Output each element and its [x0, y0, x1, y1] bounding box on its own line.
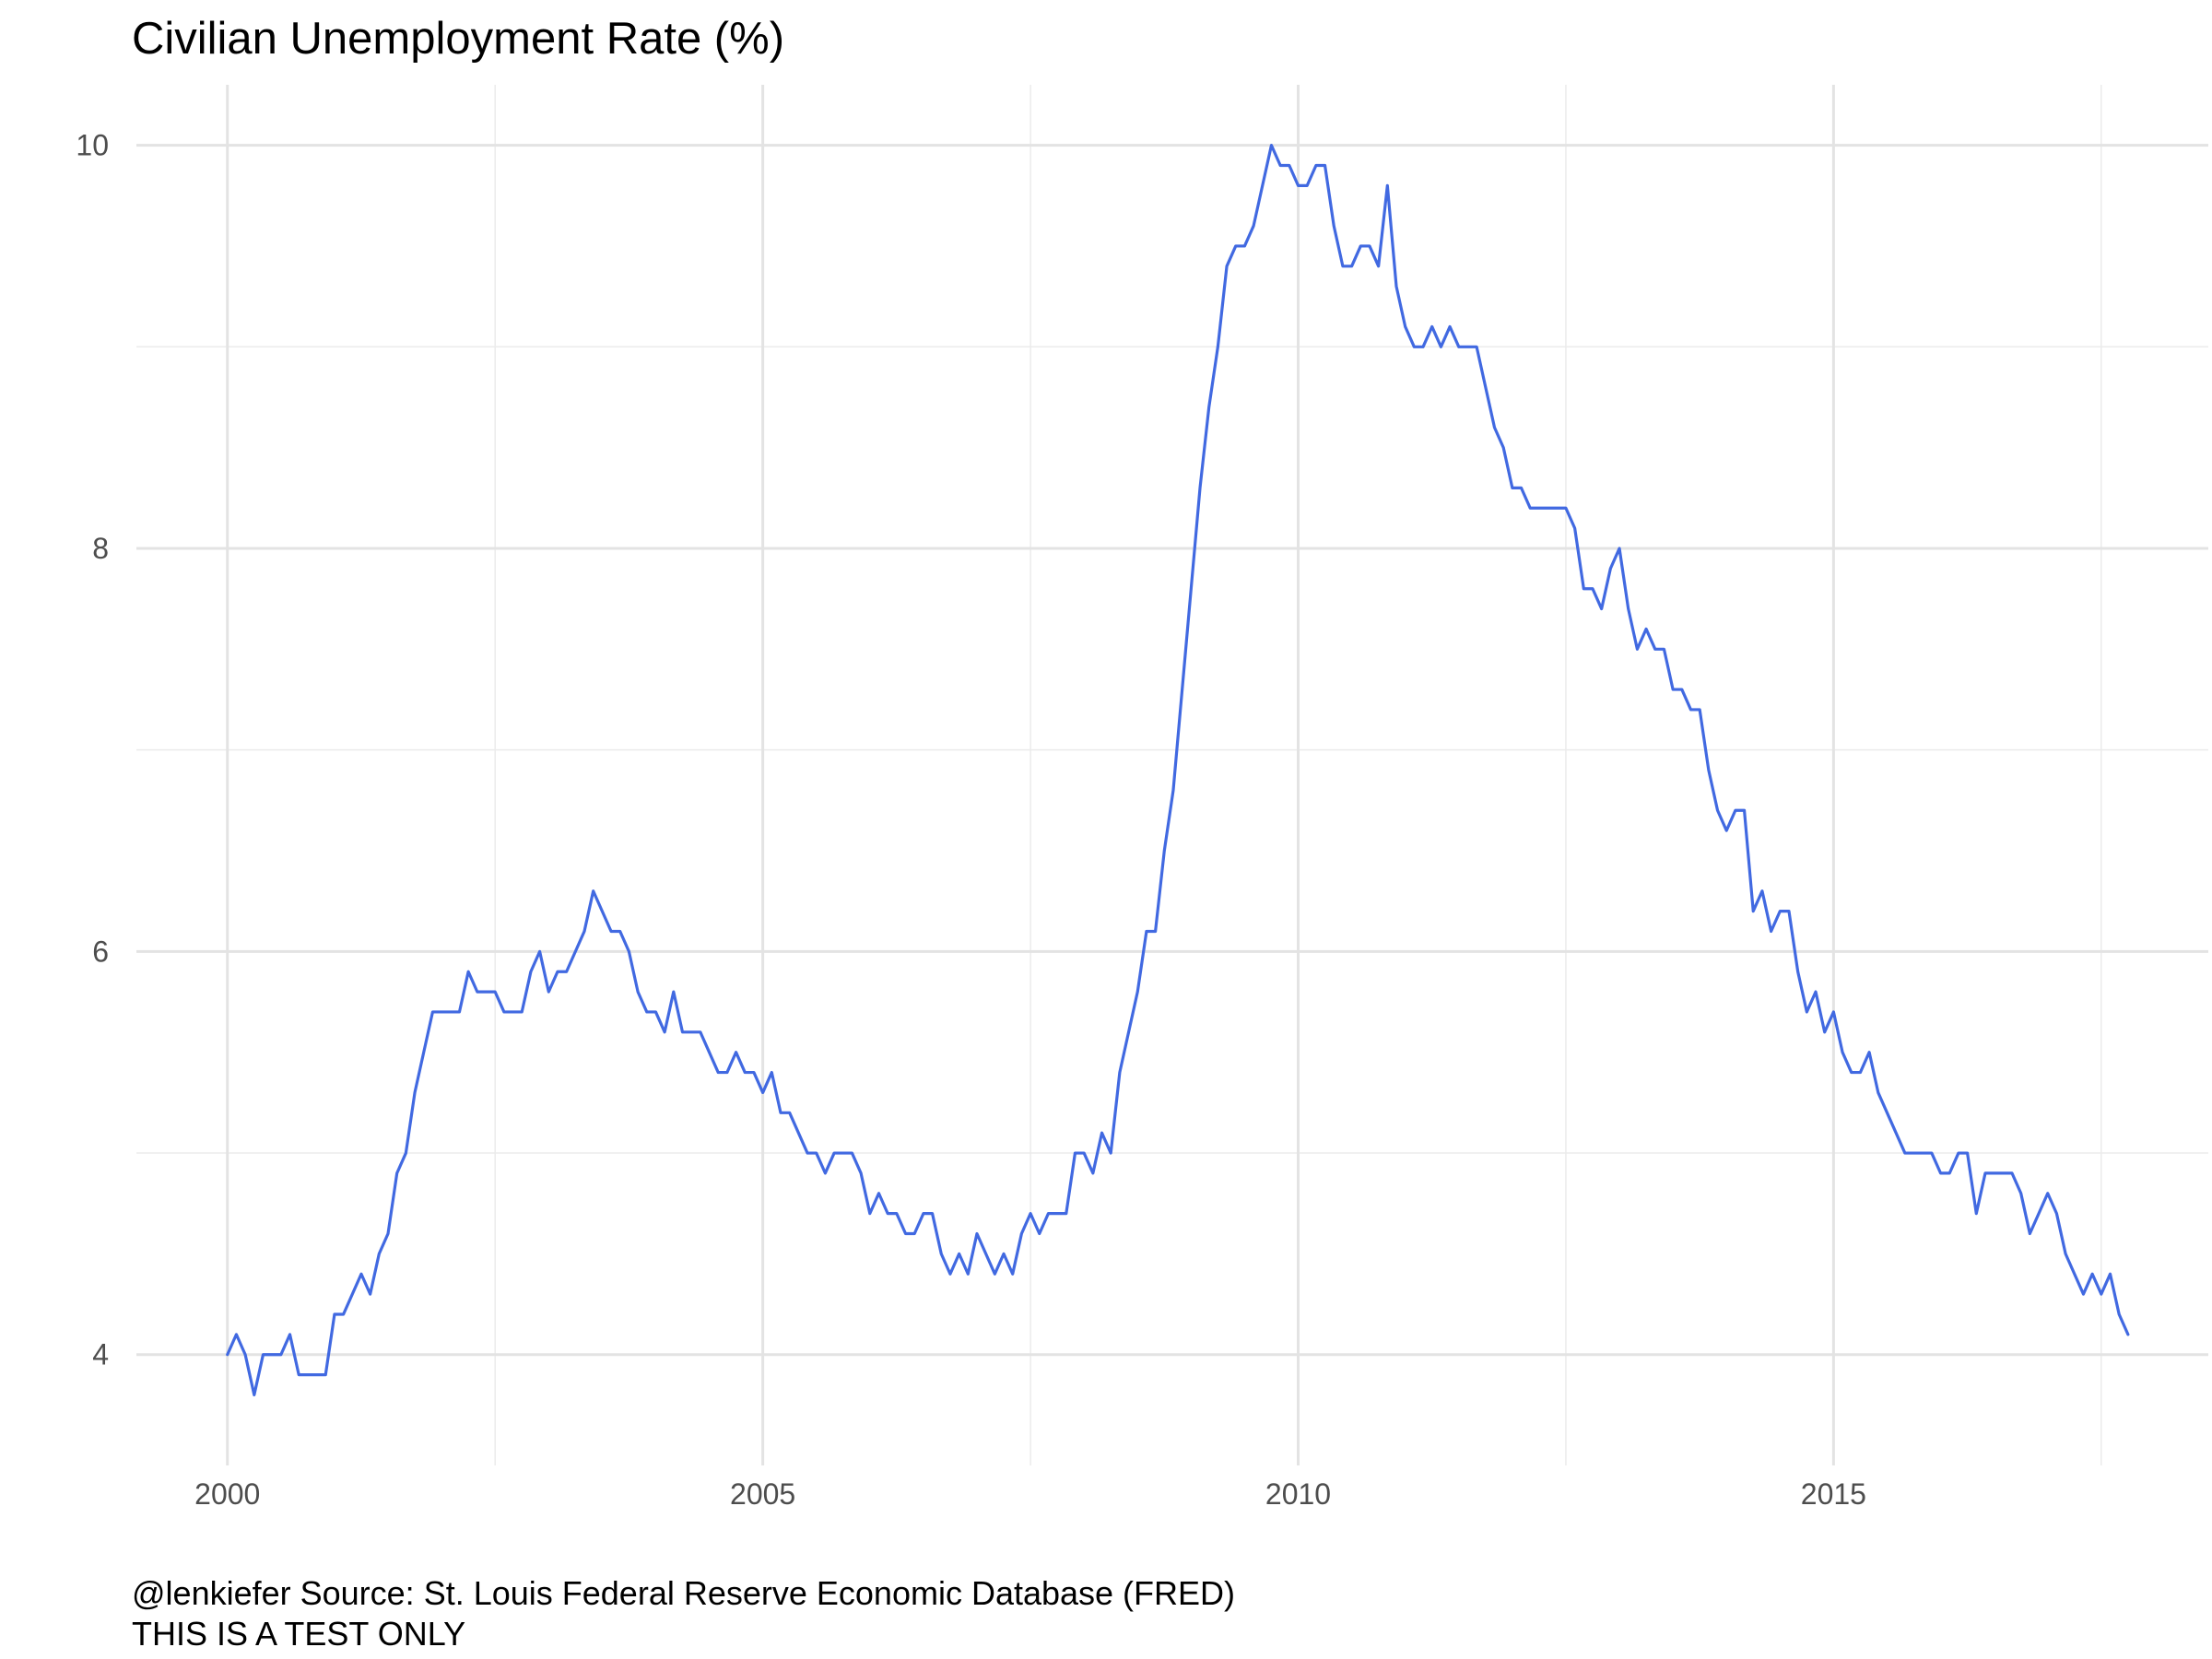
y-tick-label: 10	[76, 129, 109, 162]
x-tick-label: 2005	[730, 1477, 795, 1511]
y-tick-label: 4	[92, 1338, 109, 1371]
x-tick-label: 2010	[1265, 1477, 1331, 1511]
caption-test-note: THIS IS A TEST ONLY	[132, 1615, 466, 1653]
y-tick-label: 8	[92, 532, 109, 565]
x-tick-label: 2000	[194, 1477, 260, 1511]
x-tick-label: 2015	[1801, 1477, 1866, 1511]
major-gridlines	[136, 85, 2208, 1465]
y-axis: 4 6 8 10	[76, 129, 109, 1371]
caption-source: @lenkiefer Source: St. Louis Federal Res…	[132, 1574, 1236, 1612]
x-axis: 2000 2005 2010 2015	[194, 1477, 1866, 1511]
y-tick-label: 6	[92, 935, 109, 968]
chart-title: Civilian Unemployment Rate (%)	[132, 14, 785, 64]
unemployment-series-line	[226, 144, 2130, 1397]
series-group	[226, 144, 2130, 1397]
minor-gridlines	[136, 85, 2208, 1465]
